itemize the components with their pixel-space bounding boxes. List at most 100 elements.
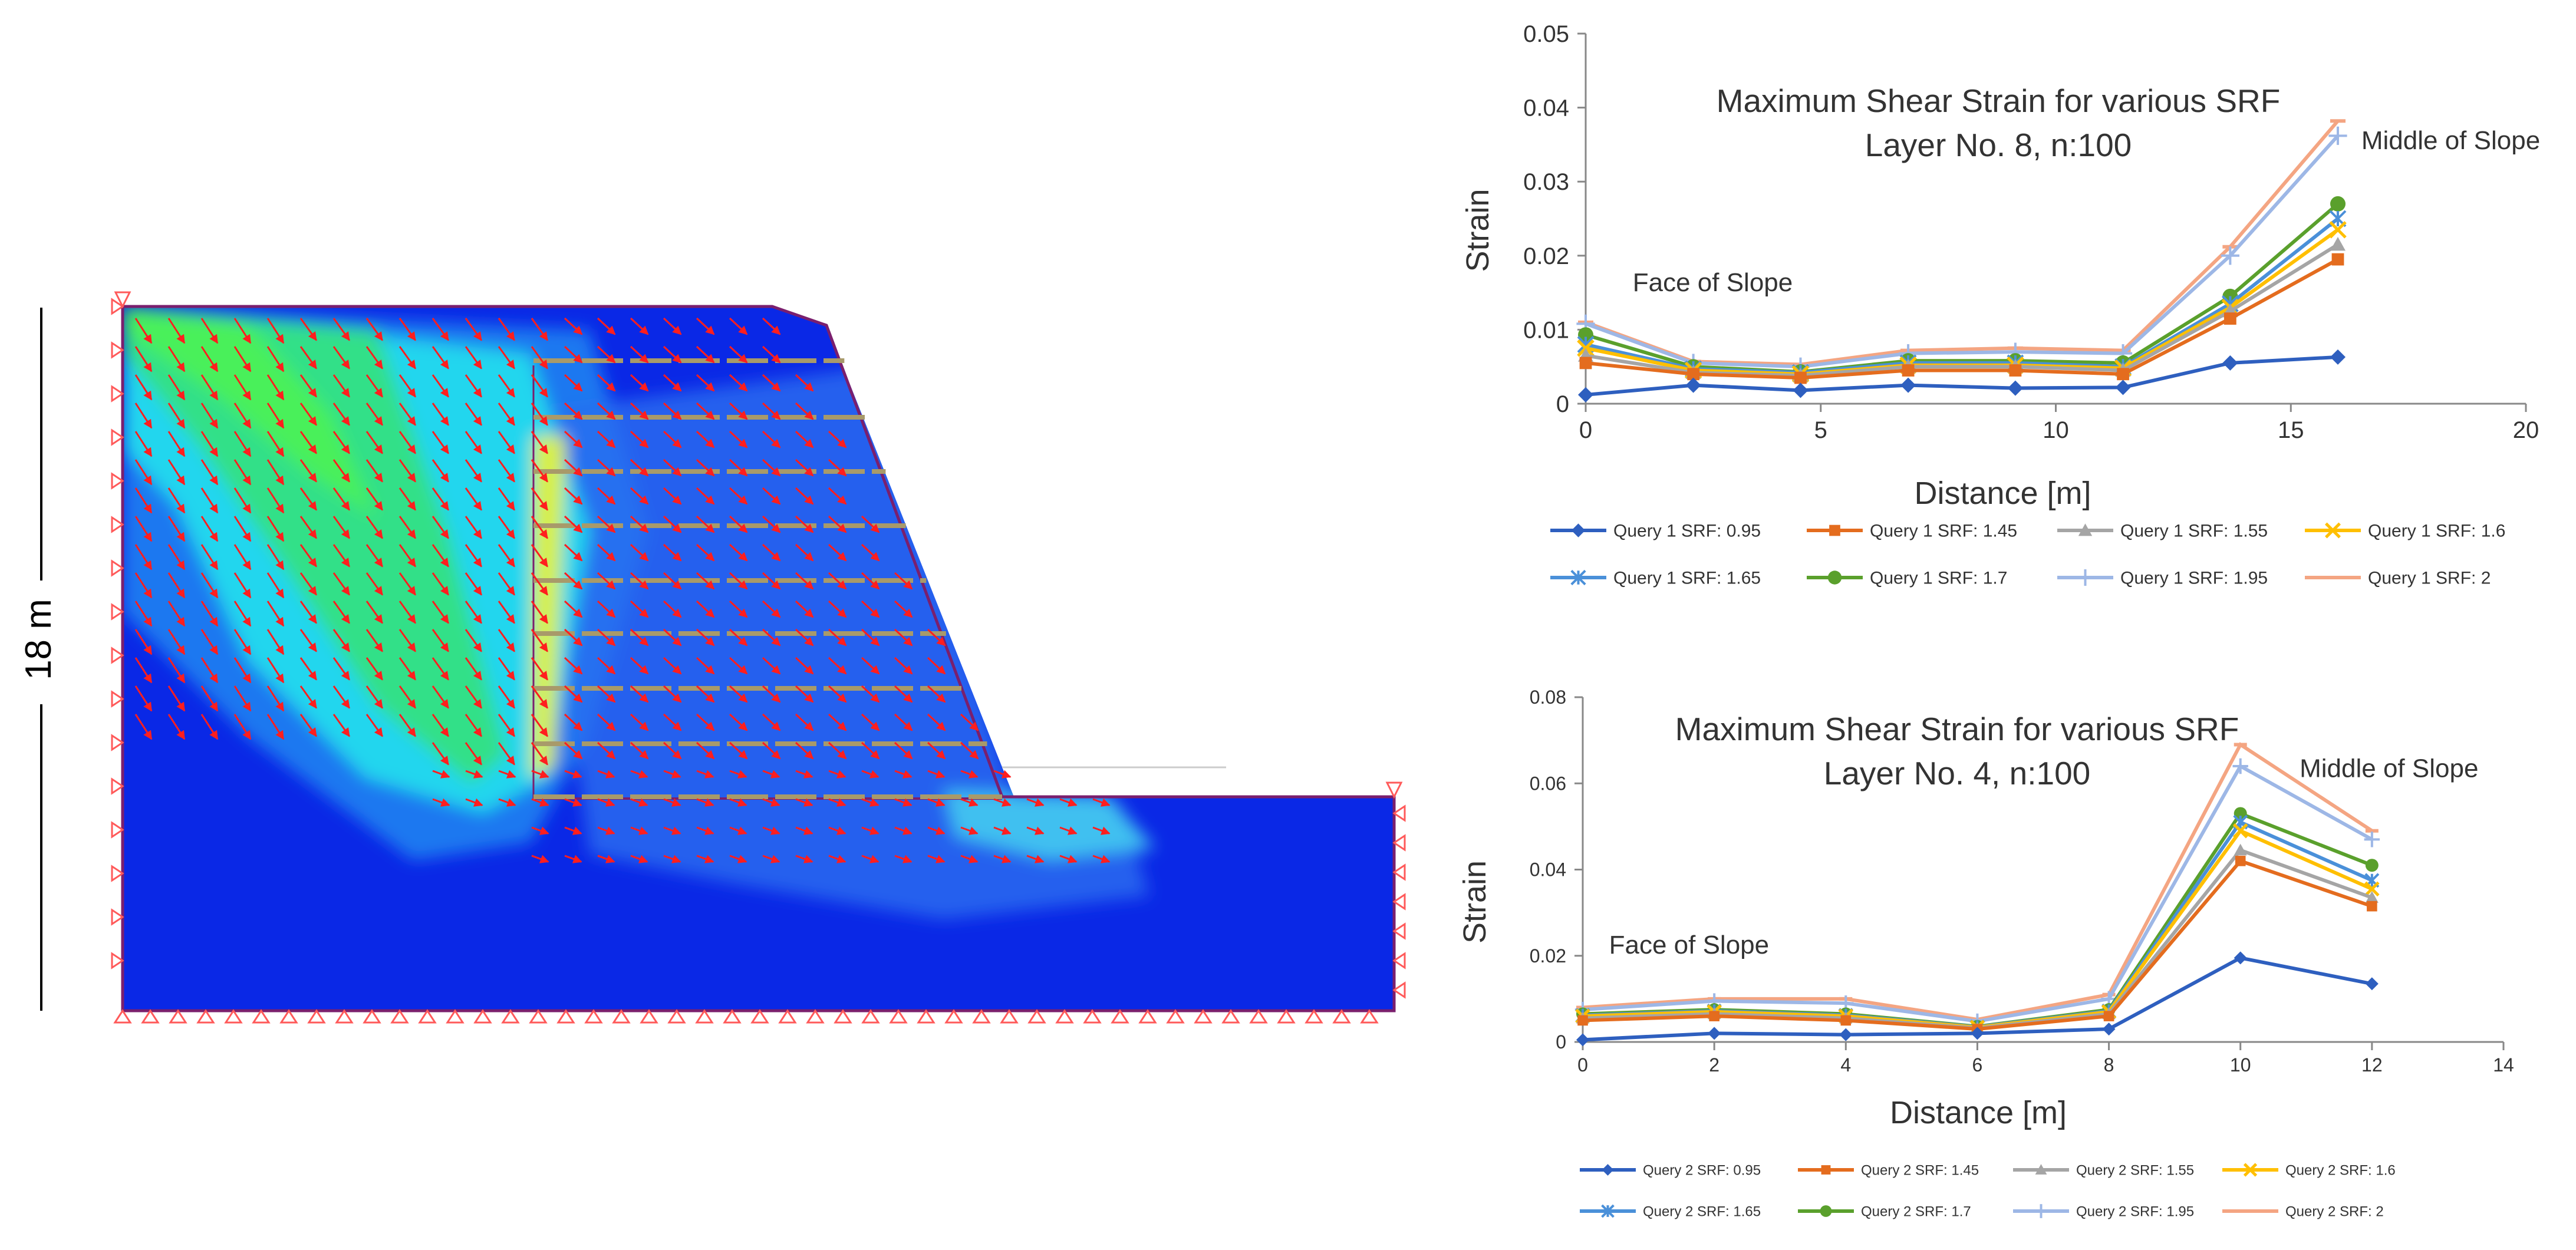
displacement-vector	[828, 713, 847, 731]
legend-entry: Query 1 SRF: 1.65	[1550, 569, 1761, 588]
displacement-vector	[564, 770, 582, 779]
x-tick-label: 20	[2513, 417, 2539, 443]
legend-label: Query 1 SRF: 1.45	[1870, 522, 2017, 541]
displacement-vector	[696, 572, 715, 590]
displacement-vector	[960, 855, 979, 863]
displacement-vector	[233, 572, 252, 599]
displacement-vector	[332, 685, 350, 709]
displacement-vector	[332, 374, 350, 398]
displacement-vector	[465, 403, 482, 426]
contour-cyan-toe	[943, 790, 1155, 860]
displacement-vector	[696, 402, 715, 420]
displacement-vector	[431, 714, 449, 737]
displacement-vector	[431, 431, 449, 454]
displacement-vector	[564, 459, 583, 477]
displacement-vector	[795, 402, 814, 420]
displacement-vector	[894, 685, 913, 703]
displacement-vector	[795, 515, 814, 533]
displacement-vector	[564, 374, 583, 392]
displacement-vector	[729, 459, 748, 477]
displacement-vector	[200, 374, 219, 401]
displacement-vector	[498, 601, 515, 624]
displacement-vector	[498, 459, 515, 483]
support-bottom	[141, 1009, 160, 1024]
series-7	[1574, 758, 2380, 1030]
displacement-vector	[365, 346, 383, 370]
displacement-vector	[465, 572, 482, 596]
displacement-vector	[398, 657, 416, 681]
displacement-vector	[134, 629, 153, 655]
displacement-vector	[1059, 798, 1078, 807]
displacement-vector	[498, 374, 515, 398]
displacement-vector	[531, 629, 548, 652]
legend-entry: Query 1 SRF: 1.55	[2057, 522, 2268, 541]
displacement-vector	[332, 431, 350, 454]
support-bottom	[972, 1009, 991, 1024]
displacement-vector	[498, 431, 515, 454]
displacement-vector	[663, 487, 682, 505]
displacement-vector	[861, 798, 879, 807]
support-bottom	[640, 1009, 658, 1024]
data-point	[2102, 1023, 2116, 1036]
series-2	[1579, 253, 2344, 384]
data-point	[1687, 368, 1700, 381]
displacement-vector	[332, 403, 350, 426]
support-left	[111, 472, 124, 490]
data-point	[1971, 1027, 1984, 1040]
support-bottom	[473, 1009, 492, 1024]
displacement-vector	[167, 714, 186, 740]
displacement-vector	[597, 855, 615, 863]
displacement-vector	[894, 600, 913, 618]
displacement-vector	[861, 770, 879, 779]
displacement-vector	[365, 516, 383, 539]
support-bottom	[1027, 1009, 1046, 1024]
legend-entry: Query 1 SRF: 2	[2305, 569, 2491, 588]
displacement-vector	[134, 459, 153, 486]
displacement-vector	[564, 317, 583, 335]
displacement-vector	[762, 855, 780, 863]
displacement-vector	[795, 600, 814, 618]
displacement-vector	[431, 459, 449, 483]
data-point	[2035, 1164, 2047, 1175]
displacement-vector	[498, 629, 515, 652]
support-bottom	[363, 1009, 381, 1024]
displacement-vector	[465, 685, 482, 709]
displacement-vector	[597, 430, 616, 448]
support-bottom	[335, 1009, 354, 1024]
displacement-vector	[398, 374, 416, 398]
displacement-vector	[465, 770, 483, 779]
y-tick-label: 0.02	[1530, 945, 1566, 967]
y-tick-label: 0.03	[1523, 169, 1569, 195]
displacement-vector	[927, 798, 946, 807]
displacement-vector	[465, 318, 482, 341]
displacement-vector	[927, 657, 946, 675]
data-point	[1578, 387, 1593, 403]
support-bottom	[418, 1009, 437, 1024]
data-point	[2234, 807, 2247, 820]
displacement-vector	[696, 543, 715, 562]
displacement-vector	[134, 318, 153, 344]
displacement-vector	[200, 572, 219, 599]
support-bottom	[861, 1009, 880, 1024]
displacement-vector	[630, 855, 648, 863]
displacement-vector	[762, 543, 781, 562]
displacement-vector	[696, 628, 715, 647]
displacement-vector	[696, 317, 715, 335]
displacement-vector	[531, 657, 548, 681]
displacement-vector	[828, 770, 846, 779]
legend-entry: Query 1 SRF: 1.95	[2057, 569, 2268, 588]
support-left	[111, 385, 124, 403]
displacement-vector	[531, 826, 549, 835]
y-tick-label: 0.04	[1530, 859, 1566, 880]
data-point	[2007, 380, 2023, 396]
displacement-vector	[498, 544, 515, 568]
displacement-vector	[398, 572, 416, 596]
displacement-vector	[894, 713, 913, 731]
displacement-vector	[927, 741, 946, 760]
data-point	[2243, 1163, 2258, 1177]
dimension-label: 18 m	[18, 599, 59, 680]
displacement-vector	[663, 770, 681, 779]
displacement-vector	[200, 403, 219, 429]
displacement-vector	[398, 601, 416, 624]
